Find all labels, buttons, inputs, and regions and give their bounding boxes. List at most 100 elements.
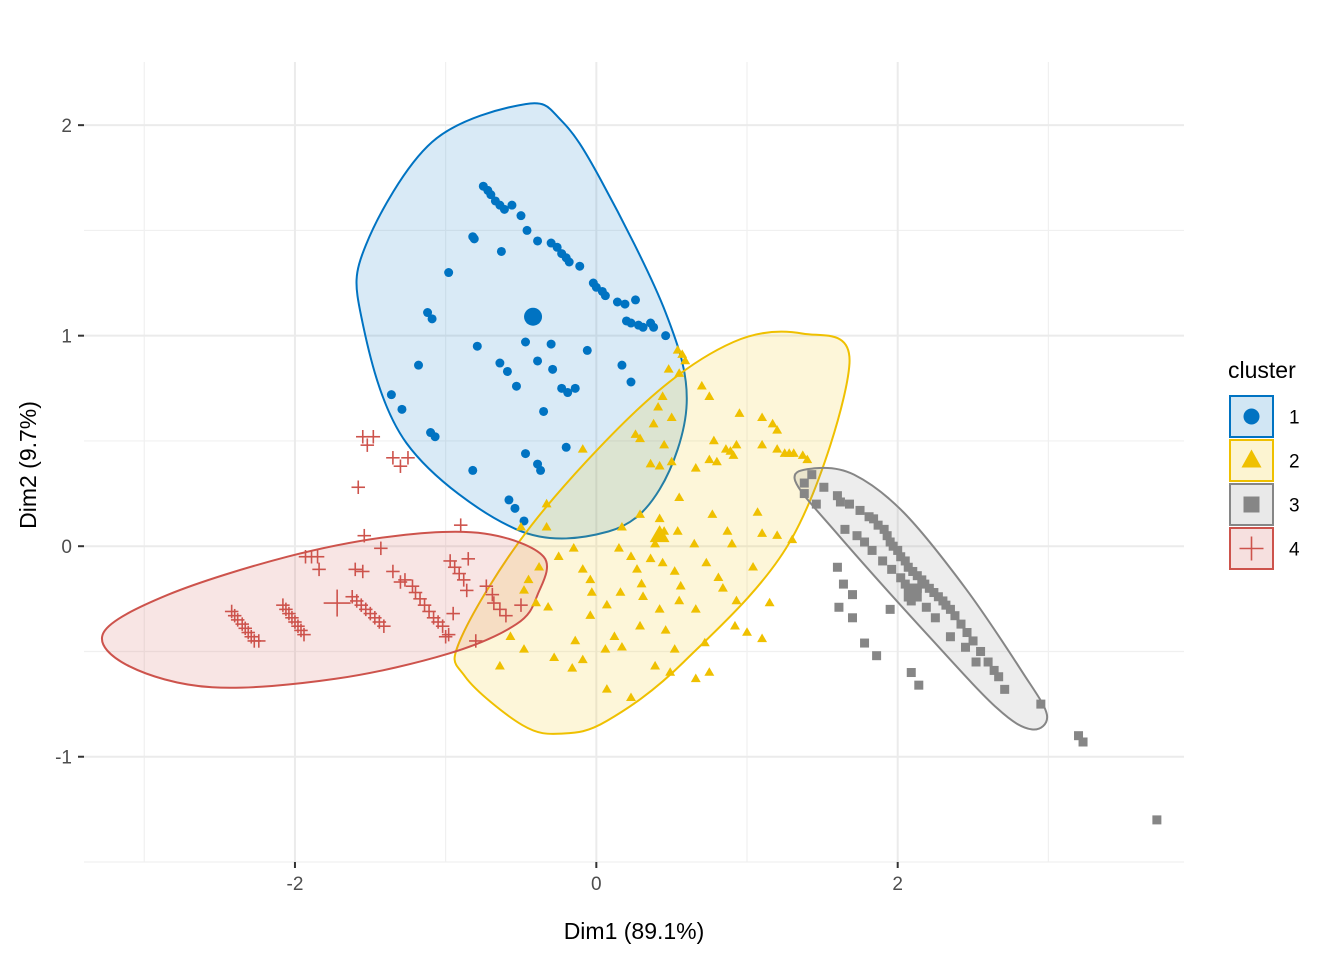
cluster-2-point xyxy=(690,463,701,472)
cluster-1-point xyxy=(521,337,531,347)
cluster-1-point xyxy=(511,381,521,391)
cluster-2-point xyxy=(772,425,783,434)
cluster-4-point xyxy=(456,573,471,587)
cluster-4-point xyxy=(386,451,400,465)
cluster-2-point xyxy=(630,429,641,438)
cluster-3-point xyxy=(832,562,842,572)
cluster-1-point xyxy=(533,236,543,246)
cluster-4-point xyxy=(479,579,494,593)
cluster-2-point xyxy=(585,610,596,619)
cluster-1-point xyxy=(504,495,514,505)
y-axis-title: Dim2 (9.7%) xyxy=(15,401,41,529)
legend-symbol-2 xyxy=(1241,449,1262,468)
cluster-2-point xyxy=(717,583,728,592)
cluster-2-point xyxy=(613,543,624,552)
cluster-2-point xyxy=(654,604,665,613)
cluster-3-point xyxy=(930,613,940,623)
legend-label-3: 3 xyxy=(1289,496,1300,517)
cluster-3-point xyxy=(799,478,809,488)
cluster-3-point xyxy=(832,491,842,501)
cluster-2-point xyxy=(568,543,579,552)
cluster-1-point xyxy=(661,331,671,341)
cluster-3-point xyxy=(903,562,913,572)
cluster-4-point xyxy=(360,438,375,452)
cluster-4-point xyxy=(435,619,450,633)
cluster-3-point xyxy=(962,628,972,638)
cluster-3-point xyxy=(896,552,906,562)
cluster-2-point xyxy=(742,627,752,636)
cluster-3-point xyxy=(834,602,844,612)
cluster-2-point xyxy=(659,439,670,449)
cluster-1-point xyxy=(414,360,424,370)
cluster-2-point xyxy=(635,433,645,443)
cluster-3-point xyxy=(873,520,883,530)
cluster-2-point xyxy=(616,521,627,531)
cluster-2-point xyxy=(666,456,677,466)
cluster-1-point xyxy=(533,356,543,366)
cluster-3-centroid xyxy=(903,583,922,602)
cluster-4-point xyxy=(499,608,513,623)
cluster-1-centroid xyxy=(524,307,543,326)
cluster-2-point xyxy=(734,408,745,417)
cluster-1-point xyxy=(397,404,407,414)
cluster-2-point xyxy=(600,644,611,653)
cluster-2-point xyxy=(577,444,588,453)
cluster-3-point xyxy=(921,602,931,612)
axes: -2 0 2 -1 0 1 2 xyxy=(55,116,903,895)
cluster-2-centroid xyxy=(649,525,670,543)
cluster-3-point xyxy=(855,505,865,515)
cluster-3-point xyxy=(920,579,930,589)
cluster-4-point xyxy=(366,429,381,444)
cluster-2-point xyxy=(531,597,542,607)
cluster-2-point xyxy=(519,585,529,594)
cluster-3-point xyxy=(950,611,960,621)
cluster-2-point xyxy=(666,412,677,422)
cluster-1-point xyxy=(570,383,580,393)
cluster-3-point xyxy=(956,619,966,629)
cluster-4-point xyxy=(453,518,468,532)
legend-label-4: 4 xyxy=(1289,540,1300,561)
cluster-2-point xyxy=(726,538,737,548)
cluster-1-point xyxy=(649,322,659,332)
cluster-1-point xyxy=(638,322,648,332)
cluster-4-point xyxy=(351,480,365,495)
cluster-3-point xyxy=(1000,684,1010,694)
cluster-2-point xyxy=(626,551,636,560)
cluster-3-point xyxy=(864,512,874,522)
cluster-2-ellipse xyxy=(453,330,851,735)
cluster-3-point xyxy=(819,482,829,492)
cluster-4-point xyxy=(461,552,475,566)
cluster-3-point xyxy=(879,524,889,534)
cluster-4-point xyxy=(297,627,311,642)
cluster-1-point xyxy=(502,366,512,376)
cluster-4-point xyxy=(493,602,507,617)
y-tick-label: 1 xyxy=(61,327,72,348)
cluster-2-point xyxy=(616,641,627,651)
cluster-1-point xyxy=(516,211,526,221)
cluster-2-point xyxy=(577,654,588,664)
cluster-4-point xyxy=(405,579,420,593)
cluster-2-point xyxy=(797,450,808,459)
cluster-2-point xyxy=(704,454,715,464)
cluster-1-point xyxy=(548,364,558,374)
x-tick-label: -2 xyxy=(287,874,304,895)
cluster-2-point xyxy=(752,507,763,516)
cluster-3-point xyxy=(929,588,939,598)
cluster-2-point xyxy=(505,631,516,640)
cluster-3-point xyxy=(860,537,870,547)
cluster-2-point xyxy=(534,561,545,571)
cluster-3-point xyxy=(961,642,971,652)
cluster-2-point xyxy=(615,587,626,596)
cluster-1-point xyxy=(522,225,532,235)
cluster-2-point xyxy=(689,538,700,548)
cluster-2-point xyxy=(731,439,742,449)
cluster-3-point xyxy=(882,531,892,541)
cluster-1-point xyxy=(617,360,627,370)
cluster-3-point xyxy=(994,672,1004,682)
grid-lines xyxy=(84,62,1184,863)
legend-label-1: 1 xyxy=(1289,408,1300,429)
cluster-1-point xyxy=(468,465,478,475)
cluster-3-point xyxy=(945,632,955,642)
cluster-3-point xyxy=(983,657,993,667)
